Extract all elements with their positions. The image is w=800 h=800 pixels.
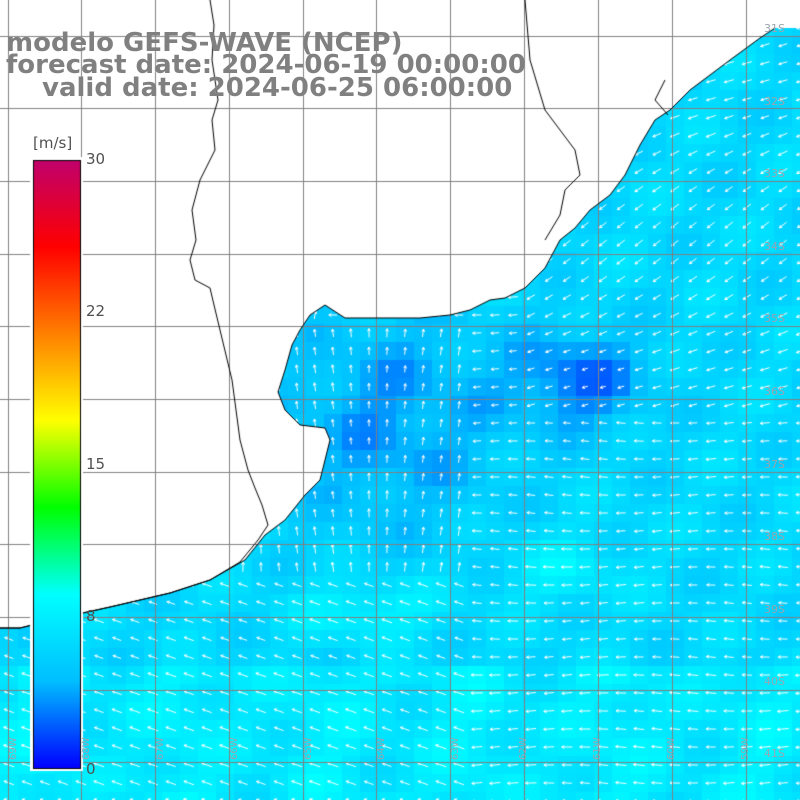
lat-label-35s: 35S: [764, 312, 785, 325]
lat-label-40s: 40S: [764, 675, 785, 688]
colorbar-tick-15: 15: [86, 455, 106, 473]
lon-label-59w: 59W: [740, 737, 751, 760]
lat-label-38s: 38S: [764, 530, 785, 543]
lon-label-61w: 61W: [592, 737, 603, 760]
lon-label-62w: 62W: [518, 737, 529, 760]
lat-label-34s: 34S: [764, 240, 785, 253]
lat-label-36s: 36S: [764, 385, 785, 398]
lat-label-32s: 32S: [764, 95, 785, 108]
lon-label-68w: 68W: [81, 737, 92, 760]
colorbar-tick-0: 0: [86, 760, 96, 778]
colorbar-tick-8: 8: [86, 607, 96, 625]
lat-label-37s: 37S: [764, 458, 785, 471]
colorbar-tick-22: 22: [86, 302, 106, 320]
valid-date: valid date: 2024-06-25 06:00:00: [42, 73, 513, 103]
lon-label-60w: 60W: [666, 737, 677, 760]
lon-label-64w: 64W: [376, 737, 387, 760]
lon-label-67w: 67W: [155, 737, 166, 760]
forecast-date: forecast date: 2024-06-19 00:00:00: [6, 50, 526, 80]
lon-label-63w: 63W: [450, 737, 461, 760]
lat-label-41s: 41S: [764, 747, 785, 760]
lat-label-33s: 33S: [764, 167, 785, 180]
lat-label-39s: 39S: [764, 603, 785, 616]
lon-label-66w: 66W: [229, 737, 240, 760]
colorbar-unit: [m/s]: [33, 134, 73, 152]
model-title: modelo GEFS-WAVE (NCEP): [6, 28, 403, 58]
lat-label-31s: 31S: [764, 22, 785, 35]
lon-label-69w: 69W: [8, 737, 19, 760]
colorbar-tick-30: 30: [86, 150, 106, 168]
lon-label-65w: 65W: [303, 737, 314, 760]
